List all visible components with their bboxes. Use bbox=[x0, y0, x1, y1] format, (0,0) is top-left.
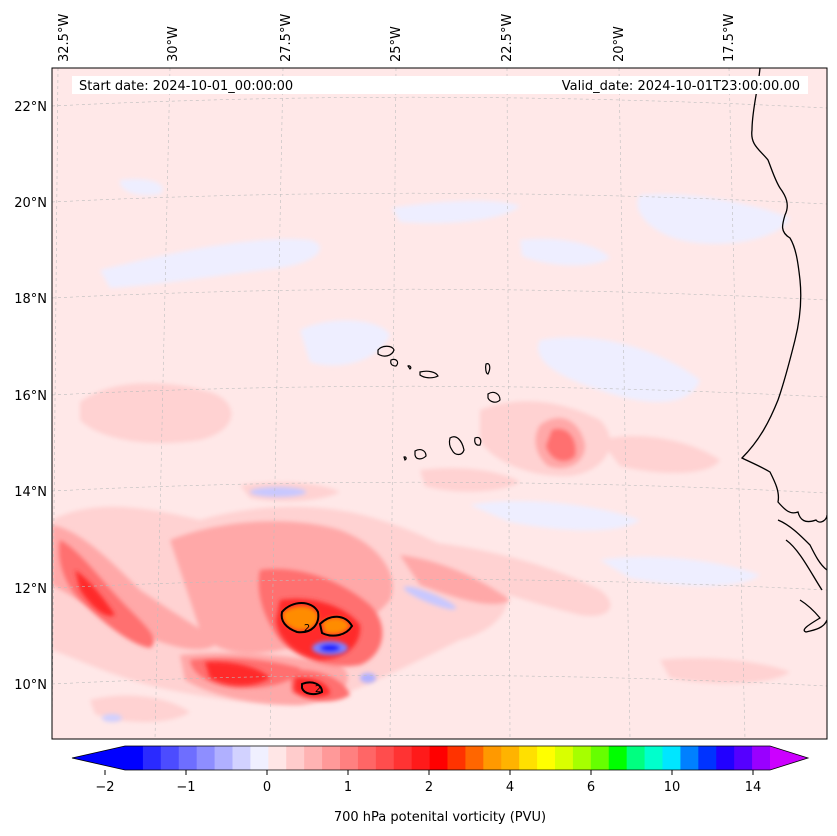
negative-pv-regions bbox=[100, 178, 790, 586]
colorbar-cells bbox=[125, 746, 771, 770]
lon-label: 30°W bbox=[166, 26, 181, 62]
colorbar-tick-label: −2 bbox=[95, 780, 114, 795]
colorbar-under-arrow bbox=[72, 746, 125, 770]
colorbar-cell bbox=[626, 746, 645, 770]
colorbar-cell bbox=[340, 746, 359, 770]
colorbar-cell bbox=[537, 746, 556, 770]
lat-label: 10°N bbox=[14, 678, 47, 693]
lat-label: 12°N bbox=[14, 582, 47, 597]
colorbar-outline bbox=[71, 745, 810, 771]
colorbar-tick-label: 10 bbox=[664, 780, 681, 795]
pv-band-orange bbox=[282, 606, 350, 634]
lon-label: 25°W bbox=[389, 26, 404, 62]
colorbar-cell bbox=[411, 746, 430, 770]
colorbar-label: 700 hPa potenital vorticity (PVU) bbox=[334, 810, 546, 825]
colorbar-tick-label: 4 bbox=[506, 780, 514, 795]
lon-label: 17.5°W bbox=[722, 14, 737, 62]
colorbar-cell bbox=[268, 746, 287, 770]
colorbar-cell bbox=[125, 746, 144, 770]
colorbar-cell bbox=[178, 746, 198, 770]
map-frame bbox=[51, 67, 828, 740]
gridlines bbox=[52, 68, 827, 739]
map-panel: 2 2 bbox=[14, 14, 828, 740]
coastline bbox=[740, 68, 827, 633]
colorbar-cell bbox=[375, 746, 395, 770]
lat-label: 18°N bbox=[14, 292, 47, 307]
colorbar-cell bbox=[572, 746, 592, 770]
lat-label: 20°N bbox=[14, 196, 47, 211]
colorbar: −2 −1 0 1 2 4 6 10 14 700 hPa potenital … bbox=[71, 745, 810, 825]
colorbar-cell bbox=[429, 746, 448, 770]
colorbar-cell bbox=[734, 746, 753, 770]
colorbar-cell bbox=[716, 746, 735, 770]
colorbar-cell bbox=[160, 746, 180, 770]
colorbar-cell bbox=[590, 746, 610, 770]
colorbar-tick-label: 1 bbox=[344, 780, 352, 795]
colorbar-cell bbox=[698, 746, 717, 770]
colorbar-cell bbox=[322, 746, 341, 770]
colorbar-tick-label: 14 bbox=[745, 780, 762, 795]
colorbar-cell bbox=[232, 746, 251, 770]
lon-label: 27.5°W bbox=[279, 14, 294, 62]
contour-label: 2 bbox=[315, 684, 321, 695]
colorbar-cell bbox=[501, 746, 520, 770]
lon-label: 20°W bbox=[612, 26, 627, 62]
start-date: Start date: 2024-10-01_00:00:00 bbox=[79, 79, 293, 94]
colorbar-cell bbox=[608, 746, 628, 770]
colorbar-tick-label: 0 bbox=[263, 780, 271, 795]
colorbar-cell bbox=[465, 746, 484, 770]
colorbar-cell bbox=[644, 746, 663, 770]
colorbar-cell bbox=[250, 746, 269, 770]
colorbar-cell bbox=[752, 746, 771, 770]
lat-label: 14°N bbox=[14, 485, 47, 500]
colorbar-cell bbox=[286, 746, 305, 770]
valid-date: Valid_date: 2024-10-01T23:00:00.00 bbox=[562, 79, 800, 94]
colorbar-tick-label: 6 bbox=[587, 780, 595, 795]
longitude-labels: 32.5°W 30°W 27.5°W 25°W 22.5°W 20°W 17.5… bbox=[57, 14, 737, 62]
colorbar-cell bbox=[304, 746, 323, 770]
colorbar-cell bbox=[142, 746, 162, 770]
contour-label: 2 bbox=[304, 623, 310, 634]
colorbar-cell bbox=[680, 746, 699, 770]
cape-verde-islands bbox=[377, 345, 501, 461]
date-banner bbox=[72, 76, 808, 94]
colorbar-cell bbox=[447, 746, 466, 770]
lon-label: 22.5°W bbox=[500, 14, 515, 62]
colorbar-cell bbox=[393, 746, 413, 770]
colorbar-cell bbox=[214, 746, 233, 770]
colorbar-cell bbox=[357, 746, 377, 770]
pv-field: 2 2 bbox=[52, 68, 827, 739]
lat-label: 22°N bbox=[14, 100, 47, 115]
colorbar-over-arrow bbox=[770, 746, 808, 770]
colorbar-tick-label: 2 bbox=[425, 780, 433, 795]
latitude-labels: 22°N 20°N 18°N 16°N 14°N 12°N 10°N bbox=[14, 100, 47, 693]
colorbar-cell bbox=[196, 746, 215, 770]
colorbar-cell bbox=[555, 746, 574, 770]
colorbar-cell bbox=[519, 746, 538, 770]
pv-contour-2 bbox=[280, 602, 354, 696]
colorbar-ticks: −2 −1 0 1 2 4 6 10 14 bbox=[95, 770, 761, 795]
colorbar-cell bbox=[483, 746, 502, 770]
lon-label: 32.5°W bbox=[57, 14, 72, 62]
colorbar-cell bbox=[662, 746, 681, 770]
lat-label: 16°N bbox=[14, 389, 47, 404]
colorbar-tick-label: −1 bbox=[176, 780, 195, 795]
